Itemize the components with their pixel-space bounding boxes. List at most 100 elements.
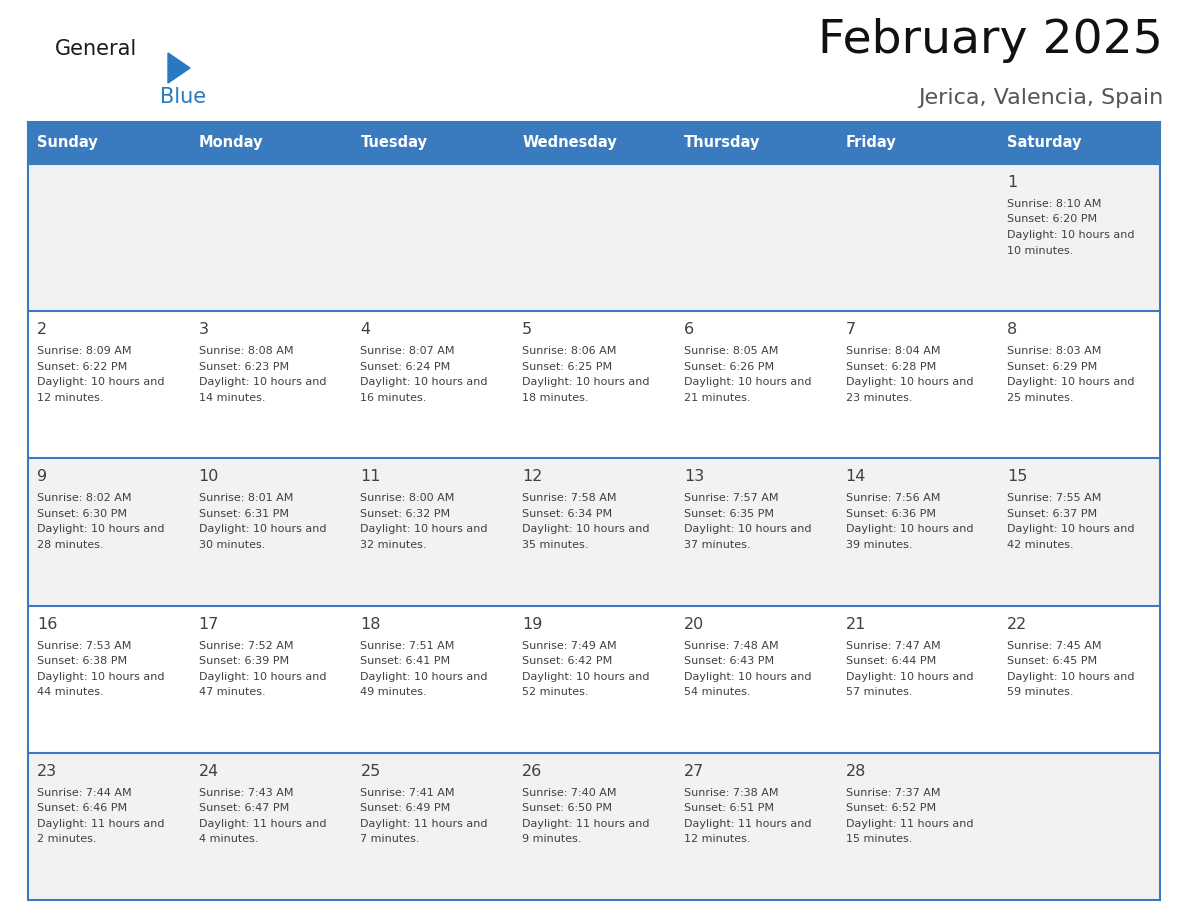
Text: Daylight: 10 hours and: Daylight: 10 hours and — [523, 377, 650, 387]
Text: 16 minutes.: 16 minutes. — [360, 393, 426, 403]
Text: Sunset: 6:47 PM: Sunset: 6:47 PM — [198, 803, 289, 813]
Text: Sunset: 6:42 PM: Sunset: 6:42 PM — [523, 656, 612, 666]
Text: Sunset: 6:31 PM: Sunset: 6:31 PM — [198, 509, 289, 519]
Text: 37 minutes.: 37 minutes. — [684, 540, 751, 550]
Text: Sunset: 6:44 PM: Sunset: 6:44 PM — [846, 656, 936, 666]
Text: Blue: Blue — [160, 87, 207, 107]
Text: Sunset: 6:45 PM: Sunset: 6:45 PM — [1007, 656, 1098, 666]
Text: Sunrise: 7:38 AM: Sunrise: 7:38 AM — [684, 788, 778, 798]
Text: Jerica, Valencia, Spain: Jerica, Valencia, Spain — [918, 88, 1163, 108]
Text: 57 minutes.: 57 minutes. — [846, 687, 912, 697]
Text: Sunrise: 8:10 AM: Sunrise: 8:10 AM — [1007, 199, 1101, 209]
Text: Daylight: 10 hours and: Daylight: 10 hours and — [360, 524, 488, 534]
Text: 32 minutes.: 32 minutes. — [360, 540, 426, 550]
Text: Sunset: 6:28 PM: Sunset: 6:28 PM — [846, 362, 936, 372]
Text: 23 minutes.: 23 minutes. — [846, 393, 912, 403]
Text: 49 minutes.: 49 minutes. — [360, 687, 426, 697]
Text: 13: 13 — [684, 469, 704, 485]
Text: Sunset: 6:24 PM: Sunset: 6:24 PM — [360, 362, 450, 372]
Bar — [29, 122, 1159, 164]
Text: 52 minutes.: 52 minutes. — [523, 687, 588, 697]
Text: Sunrise: 7:48 AM: Sunrise: 7:48 AM — [684, 641, 778, 651]
Text: Sunday: Sunday — [37, 136, 97, 151]
Bar — [29, 606, 1159, 753]
Text: 47 minutes.: 47 minutes. — [198, 687, 265, 697]
Text: Sunset: 6:50 PM: Sunset: 6:50 PM — [523, 803, 612, 813]
Text: Sunrise: 7:47 AM: Sunrise: 7:47 AM — [846, 641, 940, 651]
Text: 4 minutes.: 4 minutes. — [198, 834, 258, 845]
Bar — [29, 164, 1159, 311]
Text: Sunset: 6:51 PM: Sunset: 6:51 PM — [684, 803, 773, 813]
Text: Daylight: 10 hours and: Daylight: 10 hours and — [360, 672, 488, 681]
Text: Sunset: 6:20 PM: Sunset: 6:20 PM — [1007, 215, 1098, 225]
Text: Sunset: 6:49 PM: Sunset: 6:49 PM — [360, 803, 450, 813]
Text: Daylight: 11 hours and: Daylight: 11 hours and — [360, 819, 488, 829]
Text: 10: 10 — [198, 469, 219, 485]
Text: Sunrise: 7:43 AM: Sunrise: 7:43 AM — [198, 788, 293, 798]
Text: 16: 16 — [37, 617, 57, 632]
Text: Daylight: 10 hours and: Daylight: 10 hours and — [1007, 524, 1135, 534]
Text: 9 minutes.: 9 minutes. — [523, 834, 582, 845]
Bar — [29, 753, 1159, 900]
Text: 15 minutes.: 15 minutes. — [846, 834, 912, 845]
Text: Sunrise: 8:02 AM: Sunrise: 8:02 AM — [37, 493, 132, 503]
Text: Wednesday: Wednesday — [523, 136, 617, 151]
Text: 17: 17 — [198, 617, 219, 632]
Text: Sunset: 6:23 PM: Sunset: 6:23 PM — [198, 362, 289, 372]
Text: Tuesday: Tuesday — [360, 136, 428, 151]
Text: Daylight: 10 hours and: Daylight: 10 hours and — [198, 377, 327, 387]
Text: Sunrise: 7:45 AM: Sunrise: 7:45 AM — [1007, 641, 1101, 651]
Text: Daylight: 10 hours and: Daylight: 10 hours and — [1007, 230, 1135, 240]
Text: 7: 7 — [846, 322, 855, 337]
Text: Daylight: 10 hours and: Daylight: 10 hours and — [523, 524, 650, 534]
Text: 10 minutes.: 10 minutes. — [1007, 245, 1074, 255]
Text: Sunset: 6:34 PM: Sunset: 6:34 PM — [523, 509, 612, 519]
Text: Sunrise: 7:56 AM: Sunrise: 7:56 AM — [846, 493, 940, 503]
Text: 28 minutes.: 28 minutes. — [37, 540, 103, 550]
Text: 25: 25 — [360, 764, 380, 778]
Text: 7 minutes.: 7 minutes. — [360, 834, 419, 845]
Text: Sunset: 6:26 PM: Sunset: 6:26 PM — [684, 362, 775, 372]
Text: 14 minutes.: 14 minutes. — [198, 393, 265, 403]
Text: Sunset: 6:35 PM: Sunset: 6:35 PM — [684, 509, 773, 519]
Text: Sunset: 6:29 PM: Sunset: 6:29 PM — [1007, 362, 1098, 372]
Text: Daylight: 10 hours and: Daylight: 10 hours and — [846, 377, 973, 387]
Text: 35 minutes.: 35 minutes. — [523, 540, 588, 550]
Text: Sunset: 6:37 PM: Sunset: 6:37 PM — [1007, 509, 1098, 519]
Text: Sunrise: 8:04 AM: Sunrise: 8:04 AM — [846, 346, 940, 356]
Text: Daylight: 11 hours and: Daylight: 11 hours and — [684, 819, 811, 829]
Text: 6: 6 — [684, 322, 694, 337]
Text: 11: 11 — [360, 469, 381, 485]
Text: Sunset: 6:30 PM: Sunset: 6:30 PM — [37, 509, 127, 519]
Text: 5: 5 — [523, 322, 532, 337]
Text: 44 minutes.: 44 minutes. — [37, 687, 103, 697]
Bar — [29, 311, 1159, 458]
Text: Sunset: 6:22 PM: Sunset: 6:22 PM — [37, 362, 127, 372]
Text: Sunrise: 8:06 AM: Sunrise: 8:06 AM — [523, 346, 617, 356]
Text: Sunset: 6:25 PM: Sunset: 6:25 PM — [523, 362, 612, 372]
Text: General: General — [55, 39, 138, 59]
Text: Sunrise: 7:41 AM: Sunrise: 7:41 AM — [360, 788, 455, 798]
Text: Sunrise: 7:57 AM: Sunrise: 7:57 AM — [684, 493, 778, 503]
Text: 14: 14 — [846, 469, 866, 485]
Text: Daylight: 10 hours and: Daylight: 10 hours and — [684, 672, 811, 681]
Text: Sunset: 6:43 PM: Sunset: 6:43 PM — [684, 656, 775, 666]
Text: 2: 2 — [37, 322, 48, 337]
Text: Daylight: 10 hours and: Daylight: 10 hours and — [846, 524, 973, 534]
Text: Daylight: 11 hours and: Daylight: 11 hours and — [846, 819, 973, 829]
Text: Daylight: 10 hours and: Daylight: 10 hours and — [198, 672, 327, 681]
Text: Sunrise: 8:00 AM: Sunrise: 8:00 AM — [360, 493, 455, 503]
Text: Sunset: 6:41 PM: Sunset: 6:41 PM — [360, 656, 450, 666]
Text: Daylight: 10 hours and: Daylight: 10 hours and — [37, 377, 164, 387]
Text: 27: 27 — [684, 764, 704, 778]
Text: Daylight: 10 hours and: Daylight: 10 hours and — [1007, 377, 1135, 387]
Text: 39 minutes.: 39 minutes. — [846, 540, 912, 550]
Text: Sunset: 6:38 PM: Sunset: 6:38 PM — [37, 656, 127, 666]
Text: Daylight: 10 hours and: Daylight: 10 hours and — [37, 524, 164, 534]
Text: Sunrise: 7:40 AM: Sunrise: 7:40 AM — [523, 788, 617, 798]
Text: 30 minutes.: 30 minutes. — [198, 540, 265, 550]
Text: Sunset: 6:46 PM: Sunset: 6:46 PM — [37, 803, 127, 813]
Text: Sunset: 6:39 PM: Sunset: 6:39 PM — [198, 656, 289, 666]
Text: Sunrise: 8:03 AM: Sunrise: 8:03 AM — [1007, 346, 1101, 356]
Text: Sunrise: 7:44 AM: Sunrise: 7:44 AM — [37, 788, 132, 798]
